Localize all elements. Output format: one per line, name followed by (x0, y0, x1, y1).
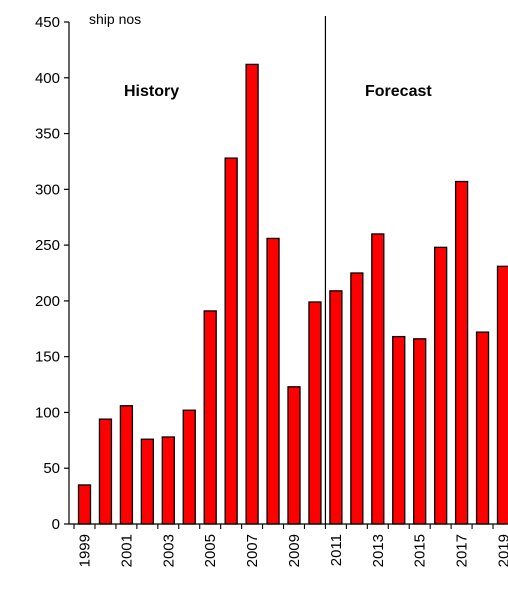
bar-2006 (224, 157, 238, 525)
bar-2007 (245, 63, 259, 525)
bar-2017 (454, 180, 469, 525)
y-unit-label: ship nos (89, 11, 141, 27)
y-tick-label-0: 0 (52, 516, 60, 533)
bar-2015 (413, 338, 427, 525)
x-tick-label-2019: 2019 (496, 534, 508, 567)
bar-2018 (475, 331, 490, 525)
y-tick-label-50: 50 (43, 460, 60, 477)
bar-2002 (140, 438, 155, 525)
y-tick-label-350: 350 (35, 126, 60, 143)
y-tick-label-250: 250 (35, 237, 60, 254)
bar-2010 (308, 301, 322, 525)
x-tick-label-2011: 2011 (328, 534, 345, 566)
x-ticks-group: 1999 2001 2003 2005 2007 2009 2011 2013 2015 2017… (73, 524, 508, 567)
bar-2014 (392, 335, 406, 525)
x-tick-label-2007: 2007 (244, 534, 261, 567)
y-tick-label-450: 450 (35, 14, 60, 31)
x-tick-label-2005: 2005 (202, 534, 219, 567)
bar-2012 (350, 272, 364, 525)
x-tick-label-2015: 2015 (412, 534, 429, 567)
bar-2001 (119, 405, 134, 525)
x-tick-label-2013: 2013 (370, 534, 387, 567)
y-tick-label-300: 300 (35, 181, 60, 198)
bar-2003 (161, 436, 175, 525)
y-ticks-group: 0 50 100 150 200 250 300 350 400 450 (35, 14, 69, 533)
x-tick-label-2003: 2003 (160, 534, 177, 567)
x-tick-label-1999: 1999 (77, 534, 94, 567)
bars-group (77, 63, 508, 525)
y-tick-label-400: 400 (35, 70, 60, 87)
y-tick-label-150: 150 (35, 349, 60, 366)
bar-2005 (203, 310, 217, 525)
x-tick-label-2017: 2017 (454, 534, 471, 567)
bar-2008 (266, 237, 280, 525)
bar-2013 (371, 233, 385, 525)
bar-1999 (77, 484, 92, 525)
bar-2016 (433, 246, 448, 525)
x-tick-label-2001: 2001 (118, 534, 135, 567)
y-tick-label-100: 100 (35, 404, 60, 421)
bar-2011 (329, 290, 343, 525)
x-tick-label-2009: 2009 (286, 534, 303, 567)
history-label: History (124, 83, 179, 100)
bar-2019 (496, 265, 508, 525)
y-tick-label-200: 200 (35, 293, 60, 310)
bar-2004 (182, 409, 196, 525)
forecast-label: Forecast (365, 83, 432, 100)
bar-2000 (98, 418, 113, 525)
axes-group (68, 22, 505, 525)
bar-2009 (287, 386, 301, 525)
